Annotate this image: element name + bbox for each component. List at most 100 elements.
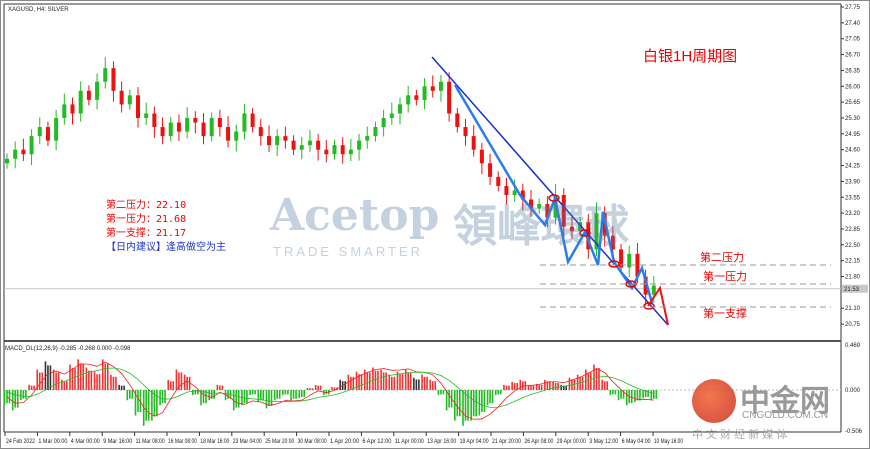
candle-body — [406, 95, 411, 105]
candle-body — [520, 190, 525, 200]
signal-line — [6, 367, 654, 408]
candle-body — [340, 145, 345, 155]
candle-body — [13, 149, 18, 159]
candle-body — [635, 253, 640, 277]
macd-y-tick-label: 0.469 — [845, 343, 861, 349]
y-tick-label: 25.30 — [845, 116, 861, 122]
candle-body — [537, 204, 542, 209]
candle-body — [430, 86, 435, 91]
candle-body — [136, 95, 140, 118]
candle-body — [152, 113, 157, 128]
candle-body — [168, 122, 173, 137]
watermark-brand-cn: 領峰環球 — [453, 201, 629, 252]
y-tick-label: 23.20 — [845, 211, 861, 217]
candle-body — [496, 176, 501, 186]
symbol-label: XAGUSD, H4: SILVER — [8, 7, 69, 13]
candle-body — [414, 95, 419, 100]
projection-path — [647, 285, 669, 326]
y-tick-label: 22.50 — [845, 243, 861, 249]
candle-body — [234, 131, 239, 141]
level-label: 第一支撑 — [703, 306, 747, 320]
y-tick-label: 27.75 — [845, 5, 861, 11]
candle-body — [488, 163, 493, 177]
candle-body — [381, 117, 386, 128]
y-tick-label: 26.70 — [845, 53, 861, 59]
candle-body — [111, 68, 116, 91]
y-tick-label: 20.75 — [845, 322, 861, 328]
candle-body — [389, 113, 394, 118]
first-support-text: 第一支撑：21.17 — [106, 228, 187, 239]
candle-body — [258, 127, 263, 137]
candle-body — [78, 90, 83, 114]
x-tick-label: 3 May 12:00 — [589, 439, 619, 445]
watermark-brand: Acetop — [270, 190, 440, 241]
candle-body — [422, 86, 427, 100]
y-tick-label: 25.65 — [845, 100, 861, 106]
candle-body — [267, 136, 271, 146]
x-tick-label: 29 Apr 00:00 — [557, 439, 587, 445]
candle-body — [643, 276, 648, 295]
candle-body — [373, 127, 378, 137]
candle-body — [545, 204, 550, 218]
candle-body — [447, 81, 452, 114]
y-tick-label: 22.85 — [845, 227, 861, 233]
macd-y-tick-label: 0.000 — [845, 388, 861, 394]
logo-name: 中金网 — [740, 385, 830, 418]
candle-body — [29, 136, 34, 155]
chart-title: 白银1H周期图 — [643, 48, 738, 65]
candle-body — [283, 136, 288, 141]
candle-body — [70, 104, 75, 114]
x-tick-label: 4 Mar 00:00 — [71, 439, 101, 445]
x-tick-label: 26 Apr 08:00 — [524, 439, 554, 445]
wave-path — [453, 84, 654, 304]
candle-body — [324, 149, 329, 155]
x-tick-label: 23 Mar 04:00 — [233, 439, 263, 445]
candle-body — [275, 136, 280, 146]
x-tick-label: 16 Mar 08:00 — [168, 439, 198, 445]
pivot-marker — [608, 260, 620, 268]
candle-body — [193, 117, 198, 123]
candle-body — [569, 226, 574, 232]
candle-body — [95, 81, 100, 100]
candle-body — [332, 145, 337, 155]
candle-body — [529, 199, 533, 209]
x-tick-label: 18 Mar 16:00 — [200, 439, 230, 445]
candle-body — [144, 113, 149, 118]
candle-body — [512, 190, 517, 195]
pivot-marker — [548, 194, 560, 202]
pivot-marker — [579, 229, 591, 237]
candle-body — [21, 149, 26, 155]
y-tick-label: 27.40 — [845, 21, 861, 27]
x-tick-label: 30 Mar 08:00 — [298, 439, 328, 445]
y-tick-label: 27.05 — [845, 37, 861, 43]
x-tick-label: 1 Mar 00:00 — [38, 439, 68, 445]
y-tick-label: 21.10 — [845, 306, 861, 312]
candle-body — [398, 104, 402, 114]
candle-body — [160, 127, 165, 137]
candle-body — [307, 140, 312, 146]
candle-body — [185, 117, 190, 132]
candle-body — [455, 113, 460, 128]
candle-body — [209, 117, 214, 137]
candle-body — [217, 117, 222, 128]
x-tick-label: 1 Apr 20:00 — [330, 439, 360, 445]
candle-body — [348, 149, 353, 155]
y-tick-label: 22.15 — [845, 259, 861, 265]
candle-body — [299, 145, 304, 150]
x-tick-label: 11 Mar 08:00 — [136, 439, 166, 445]
x-tick-label: 11 Apr 00:00 — [395, 439, 425, 445]
candle-body — [62, 104, 67, 118]
candle-body — [578, 222, 583, 232]
candle-body — [610, 235, 615, 250]
candle-body — [45, 127, 50, 141]
current-price-badge — [842, 284, 868, 293]
y-tick-label: 23.55 — [845, 195, 861, 201]
y-tick-label: 23.90 — [845, 179, 861, 185]
y-tick-label: 26.35 — [845, 68, 861, 74]
y-tick-label: 26.00 — [845, 84, 861, 90]
candle-body — [86, 90, 91, 100]
x-tick-label: 6 Apr 12:00 — [362, 439, 392, 445]
advice-text: 【日内建议】逢高做空为主 — [106, 242, 226, 253]
candle-body — [291, 140, 296, 150]
